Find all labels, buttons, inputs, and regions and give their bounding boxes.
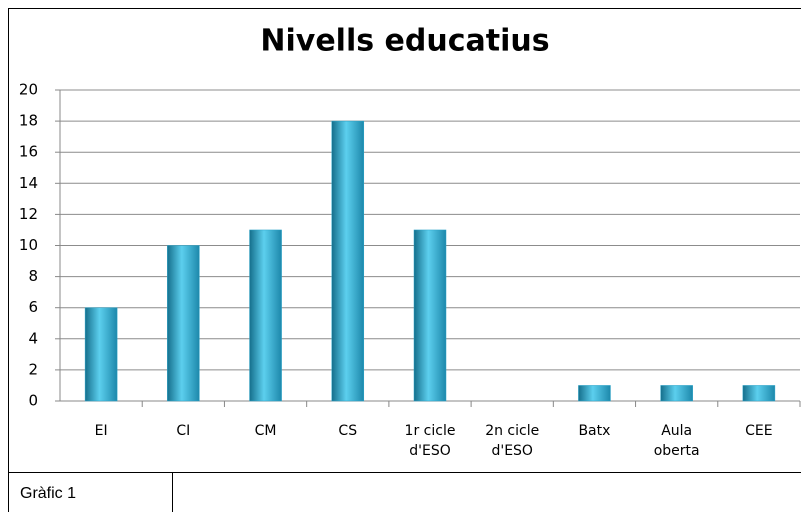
bar bbox=[84, 307, 118, 402]
bar bbox=[578, 385, 611, 402]
x-tick-label: CM bbox=[254, 423, 277, 439]
x-tick-label: CI bbox=[176, 423, 191, 439]
y-tick-label: 2 bbox=[28, 360, 38, 378]
y-tick-label: 14 bbox=[19, 174, 38, 192]
chart-title: Nivells educatius bbox=[260, 24, 549, 59]
caption-box bbox=[8, 472, 173, 512]
y-tick-label: 10 bbox=[19, 236, 38, 254]
x-tick-label: 1r cicle d'ESO bbox=[404, 423, 456, 459]
bar bbox=[660, 385, 693, 402]
y-tick-label: 8 bbox=[28, 267, 38, 285]
y-tick-label: 0 bbox=[28, 392, 38, 410]
y-tick-label: 6 bbox=[28, 298, 38, 316]
bar bbox=[331, 120, 365, 402]
y-tick-label: 20 bbox=[19, 81, 38, 99]
x-tick-label: CEE bbox=[745, 423, 773, 439]
chart-border bbox=[8, 8, 801, 473]
y-tick-label: 16 bbox=[19, 143, 38, 161]
bar bbox=[413, 229, 447, 402]
bar bbox=[167, 245, 200, 402]
x-tick-label: Batx bbox=[578, 423, 611, 439]
y-tick-label: 12 bbox=[19, 205, 38, 223]
caption: Gràfic 1 bbox=[20, 485, 76, 502]
bar bbox=[742, 385, 776, 402]
x-tick-label: 2n cicle d'ESO bbox=[485, 423, 540, 459]
x-tick-label: Aula oberta bbox=[653, 423, 700, 459]
y-tick-label: 18 bbox=[19, 112, 38, 130]
y-tick-label: 4 bbox=[28, 329, 38, 347]
bar bbox=[249, 229, 282, 402]
x-tick-label: CS bbox=[338, 423, 358, 439]
x-tick-label: EI bbox=[94, 423, 108, 439]
